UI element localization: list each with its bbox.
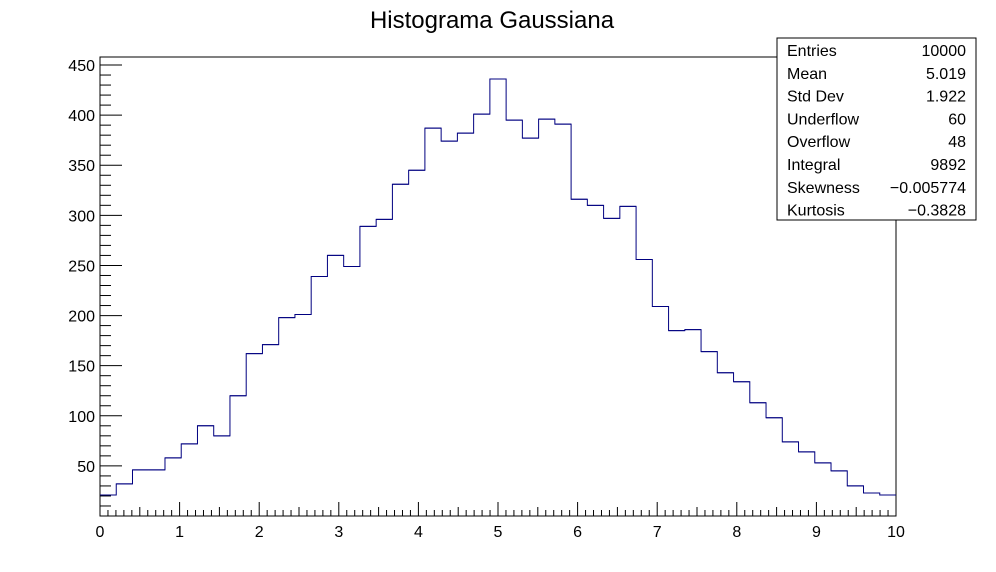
- y-tick-label: 100: [68, 409, 95, 426]
- stats-value: 9892: [930, 157, 966, 174]
- stats-value: −0.3828: [908, 203, 966, 220]
- stats-rows: Entries 10000 Mean 5.019 Std Dev 1.922 Underfl…: [787, 43, 966, 220]
- x-tick-label: 5: [494, 524, 503, 541]
- x-tick-label: 1: [175, 524, 184, 541]
- chart-title: Histograma Gaussiana: [370, 7, 615, 34]
- x-tick-label: 3: [334, 524, 343, 541]
- y-tick-label: 150: [68, 359, 95, 376]
- stats-label: Integral: [787, 157, 840, 174]
- y-tick-label: 50: [77, 459, 95, 476]
- y-tick-label: 250: [68, 258, 95, 275]
- x-tick-label: 7: [653, 524, 662, 541]
- stats-value: 10000: [922, 43, 967, 60]
- x-tick-label: 2: [255, 524, 264, 541]
- x-tick-label: 0: [96, 524, 105, 541]
- stats-label: Skewness: [787, 180, 860, 197]
- stats-box-frame: [776, 37, 977, 221]
- stats-label: Entries: [787, 43, 837, 60]
- y-tick-label: 400: [68, 108, 95, 125]
- stats-label: Overflow: [787, 134, 851, 151]
- stats-box: Entries 10000 Mean 5.019 Std Dev 1.922 Underfl…: [776, 37, 977, 221]
- stats-value: 5.019: [926, 66, 966, 83]
- stats-value: −0.005774: [890, 180, 966, 197]
- y-tick-label: 450: [68, 58, 95, 75]
- histogram-bins: [100, 78, 896, 496]
- stats-label: Kurtosis: [787, 203, 845, 220]
- x-tick-label: 9: [812, 524, 821, 541]
- x-tick-label: 10: [887, 524, 905, 541]
- x-axis: 0 1 2 3 4 5 6 7 8 9 10: [96, 502, 905, 541]
- y-tick-label: 300: [68, 208, 95, 225]
- y-axis: 50 100 150 200 250 300 350 400 450: [68, 58, 122, 507]
- x-tick-label: 6: [573, 524, 582, 541]
- y-tick-label: 350: [68, 158, 95, 175]
- stats-value: 48: [948, 134, 966, 151]
- x-tick-label: 8: [732, 524, 741, 541]
- stats-value: 1.922: [926, 89, 966, 106]
- x-tick-label: 4: [414, 524, 423, 541]
- stats-label: Std Dev: [787, 89, 844, 106]
- stats-label: Mean: [787, 66, 827, 83]
- stats-value: 60: [948, 111, 966, 128]
- y-tick-label: 200: [68, 309, 95, 326]
- stats-label: Underflow: [787, 111, 859, 128]
